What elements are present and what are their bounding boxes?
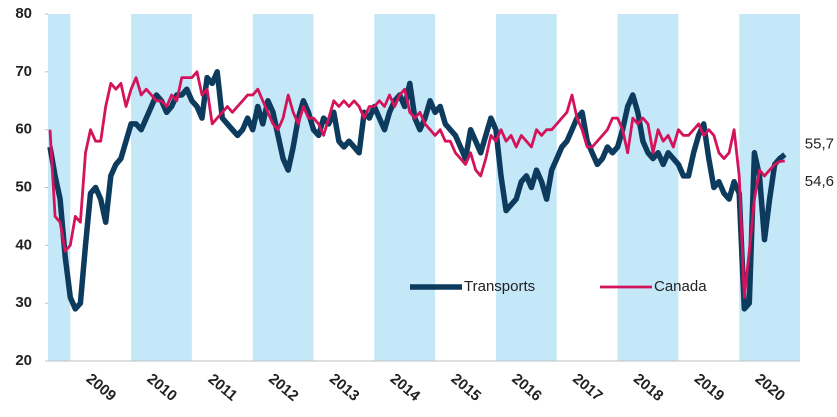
x-tick-label: 2011	[205, 371, 241, 405]
y-tick-label: 20	[15, 352, 32, 369]
value-label: 55,7	[805, 136, 834, 153]
y-tick-label: 50	[15, 178, 32, 195]
x-tick-label: 2009	[83, 370, 119, 404]
y-tick-label: 40	[15, 236, 32, 253]
year-band	[252, 14, 314, 361]
year-band	[617, 14, 679, 361]
x-tick-label: 2014	[387, 370, 424, 405]
y-tick-label: 70	[15, 63, 32, 80]
x-tick-label: 2012	[265, 370, 301, 404]
x-tick-label: 2016	[508, 370, 544, 404]
value-label: 54,6	[805, 173, 834, 190]
legend-label: Transports	[464, 278, 535, 295]
x-tick-label: 2010	[144, 370, 180, 404]
year-band	[131, 14, 192, 361]
y-tick-label: 60	[15, 121, 32, 138]
year-band	[374, 14, 436, 361]
legend-label: Canada	[654, 278, 707, 295]
y-tick-label: 30	[15, 294, 32, 311]
x-tick-label: 2017	[569, 370, 605, 404]
line-series	[48, 70, 785, 299]
x-tick-label: 2015	[448, 370, 484, 404]
x-tick-label: 2019	[691, 370, 727, 404]
y-tick-label: 80	[15, 5, 32, 22]
x-tick-label: 2013	[326, 370, 362, 404]
x-tick-label: 2020	[752, 370, 788, 404]
x-tick-label: 2018	[630, 370, 666, 404]
line-series	[47, 69, 787, 312]
